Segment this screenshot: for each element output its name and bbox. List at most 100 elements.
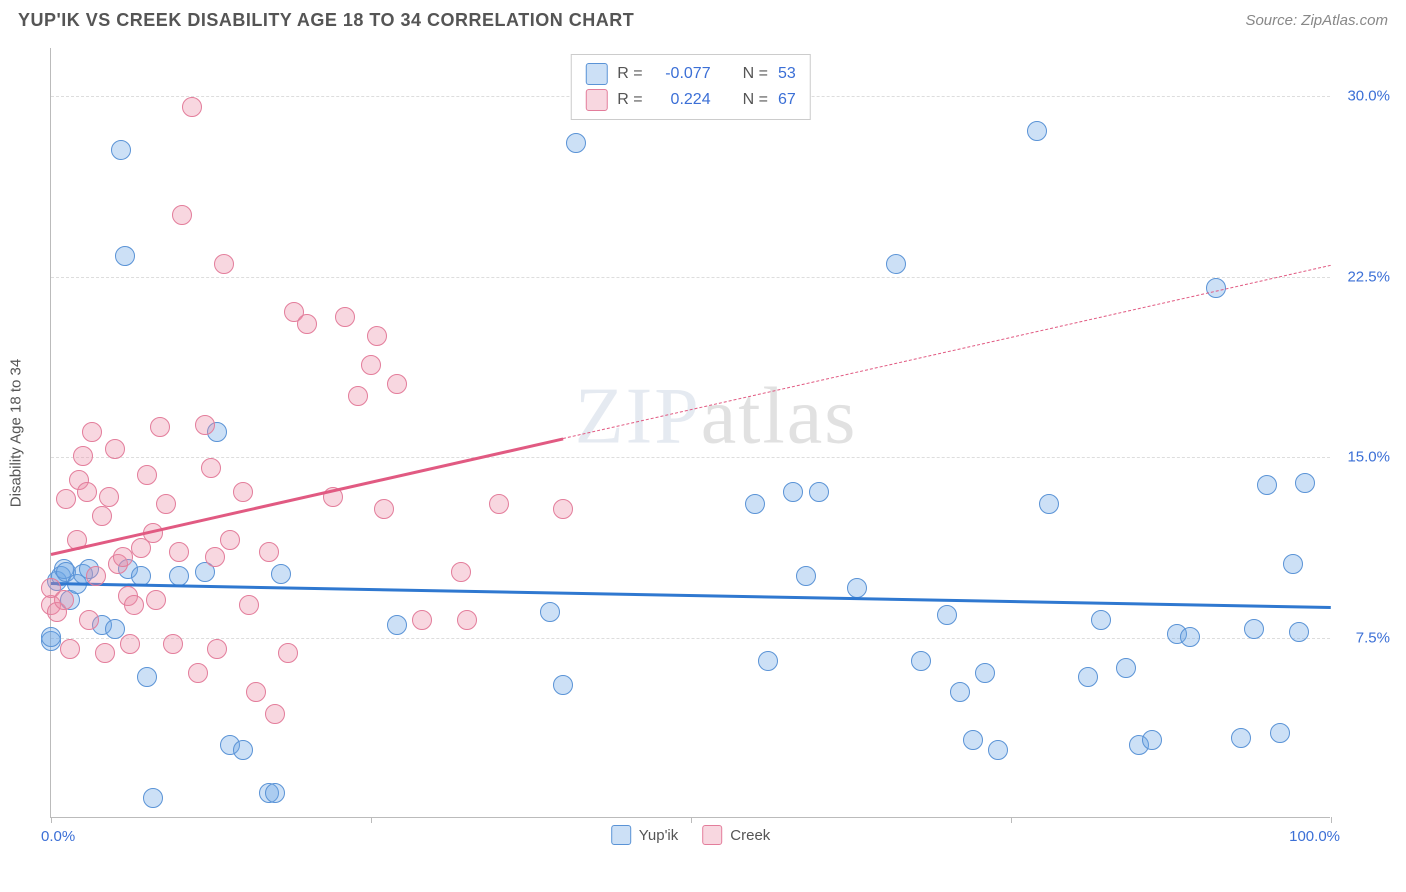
data-point (387, 615, 407, 635)
legend-stat-row: R =-0.077N =53 (585, 61, 795, 87)
data-point (259, 542, 279, 562)
data-point (1295, 473, 1315, 493)
y-tick-label: 30.0% (1335, 88, 1390, 105)
data-point (335, 307, 355, 327)
data-point (278, 643, 298, 663)
data-point (796, 566, 816, 586)
data-point (195, 415, 215, 435)
data-point (233, 740, 253, 760)
data-point (220, 530, 240, 550)
data-point (1206, 278, 1226, 298)
stats-legend: R =-0.077N =53R =0.224N =67 (570, 54, 810, 120)
data-point (60, 639, 80, 659)
gridline (51, 457, 1330, 458)
series-legend: Yup'ik Creek (611, 825, 771, 845)
data-point (911, 651, 931, 671)
r-value: 0.224 (653, 91, 711, 109)
data-point (246, 682, 266, 702)
data-point (566, 133, 586, 153)
data-point (540, 602, 560, 622)
data-point (137, 667, 157, 687)
data-point (553, 675, 573, 695)
data-point (201, 458, 221, 478)
data-point (82, 422, 102, 442)
data-point (271, 564, 291, 584)
data-point (205, 547, 225, 567)
data-point (489, 494, 509, 514)
legend-label: Creek (730, 827, 770, 844)
x-tick (1011, 817, 1012, 823)
n-label: N = (743, 91, 768, 109)
x-tick-label: 100.0% (1289, 828, 1340, 845)
data-point (783, 482, 803, 502)
data-point (99, 487, 119, 507)
trend-line (51, 438, 564, 556)
data-point (1027, 121, 1047, 141)
data-point (1039, 494, 1059, 514)
data-point (143, 788, 163, 808)
data-point (809, 482, 829, 502)
y-tick-label: 15.0% (1335, 449, 1390, 466)
data-point (233, 482, 253, 502)
data-point (120, 634, 140, 654)
data-point (172, 205, 192, 225)
legend-swatch (702, 825, 722, 845)
data-point (163, 634, 183, 654)
r-label: R = (617, 91, 642, 109)
data-point (553, 499, 573, 519)
data-point (188, 663, 208, 683)
data-point (56, 489, 76, 509)
data-point (1091, 610, 1111, 630)
data-point (937, 605, 957, 625)
data-point (412, 610, 432, 630)
data-point (297, 314, 317, 334)
legend-item: Creek (702, 825, 770, 845)
data-point (54, 590, 74, 610)
gridline (51, 638, 1330, 639)
data-point (457, 610, 477, 630)
data-point (745, 494, 765, 514)
n-label: N = (743, 65, 768, 83)
y-axis-label: Disability Age 18 to 34 (8, 358, 25, 506)
data-point (137, 465, 157, 485)
data-point (758, 651, 778, 671)
data-point (182, 97, 202, 117)
data-point (886, 254, 906, 274)
data-point (387, 374, 407, 394)
data-point (92, 506, 112, 526)
data-point (146, 590, 166, 610)
data-point (367, 326, 387, 346)
data-point (1078, 667, 1098, 687)
data-point (265, 704, 285, 724)
n-value: 53 (778, 65, 796, 83)
data-point (86, 566, 106, 586)
data-point (150, 417, 170, 437)
data-point (1270, 723, 1290, 743)
legend-swatch (585, 63, 607, 85)
legend-label: Yup'ik (639, 827, 679, 844)
data-point (265, 783, 285, 803)
data-point (156, 494, 176, 514)
data-point (105, 439, 125, 459)
watermark: ZIPatlas (575, 372, 858, 463)
data-point (361, 355, 381, 375)
n-value: 67 (778, 91, 796, 109)
data-point (950, 682, 970, 702)
r-value: -0.077 (653, 65, 711, 83)
data-point (207, 639, 227, 659)
data-point (1116, 658, 1136, 678)
data-point (348, 386, 368, 406)
legend-swatch (585, 89, 607, 111)
data-point (79, 610, 99, 630)
data-point (124, 595, 144, 615)
data-point (1142, 730, 1162, 750)
x-tick (51, 817, 52, 823)
data-point (77, 482, 97, 502)
data-point (451, 562, 471, 582)
chart-title: YUP'IK VS CREEK DISABILITY AGE 18 TO 34 … (18, 10, 634, 31)
data-point (1180, 627, 1200, 647)
data-point (111, 140, 131, 160)
data-point (113, 547, 133, 567)
scatter-chart: Disability Age 18 to 34 R =-0.077N =53R … (50, 48, 1330, 818)
data-point (374, 499, 394, 519)
